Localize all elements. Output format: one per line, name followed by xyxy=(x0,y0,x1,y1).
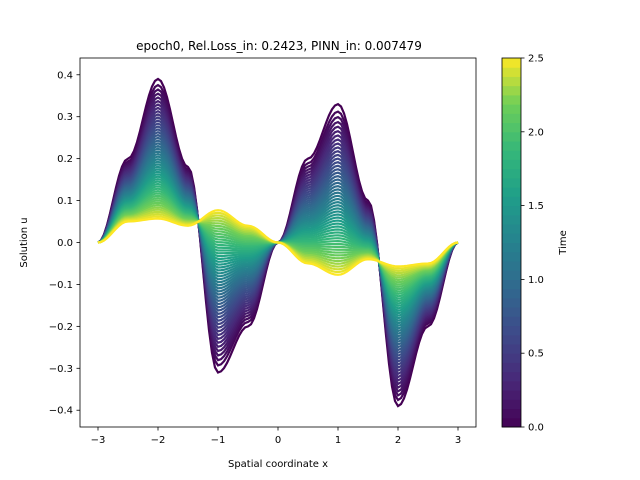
y-tick-label: 0.3 xyxy=(57,112,73,123)
colorbar-band xyxy=(502,251,521,262)
colorbar-band xyxy=(502,187,521,197)
plot-area: −3 −2 −1 0 1 2 3 −0.4 −0.3 −0.2 −0.1 0.0 0.1 0.2 0.3 0… xyxy=(49,57,477,446)
y-tick-label: −0.1 xyxy=(49,280,73,291)
series-line xyxy=(97,209,459,276)
y-tick-label: 0.1 xyxy=(57,196,73,207)
colorbar-band xyxy=(502,242,521,253)
colorbar-band xyxy=(502,205,521,216)
colorbar-band xyxy=(502,141,521,151)
colorbar-band xyxy=(502,113,521,124)
x-tick-label: −3 xyxy=(91,435,106,446)
x-axis-label: Spatial coordinate x xyxy=(228,459,328,470)
colorbar-band xyxy=(502,177,521,188)
colorbar-band xyxy=(502,408,521,419)
colorbar-tick-label: 2.0 xyxy=(528,127,544,138)
colorbar-band xyxy=(502,380,521,391)
colorbar-band xyxy=(502,353,521,363)
colorbar-tick-label: 1.0 xyxy=(528,275,544,286)
x-tick-label: 0 xyxy=(275,435,281,446)
colorbar-band xyxy=(502,417,521,428)
colorbar-band xyxy=(502,270,521,280)
colorbar-band xyxy=(502,362,521,373)
x-tick-label: −2 xyxy=(151,435,166,446)
colorbar-tick-label: 0.0 xyxy=(528,423,544,434)
colorbar-band xyxy=(502,104,521,114)
y-tick-label: −0.3 xyxy=(49,364,73,375)
colorbar-band xyxy=(502,168,521,179)
chart-title: epoch0, Rel.Loss_in: 0.2423, PINN_in: 0.… xyxy=(136,39,422,53)
y-axis-label: Solution u xyxy=(19,217,30,267)
colorbar-band xyxy=(502,76,521,87)
colorbar-band xyxy=(502,159,521,170)
colorbar-band xyxy=(502,371,521,382)
y-axis-ticks: −0.4 −0.3 −0.2 −0.1 0.0 0.1 0.2 0.3 0.4 xyxy=(49,70,80,417)
colorbar-band xyxy=(502,224,521,234)
y-tick-label: −0.2 xyxy=(49,322,73,333)
y-tick-label: 0.4 xyxy=(57,70,73,81)
colorbar-band xyxy=(502,390,521,400)
x-tick-label: 3 xyxy=(455,435,461,446)
colorbar-band xyxy=(502,260,521,271)
colorbar-band xyxy=(502,279,521,290)
colorbar-band xyxy=(502,297,521,308)
colorbar-band xyxy=(502,150,521,160)
x-axis-ticks: −3 −2 −1 0 1 2 3 xyxy=(91,427,461,446)
colorbar-band xyxy=(502,94,521,105)
colorbar-ticks: 0.0 0.5 1.0 1.5 2.0 2.5 xyxy=(521,54,544,434)
colorbar-band xyxy=(502,122,521,133)
x-tick-label: 1 xyxy=(335,435,341,446)
colorbar-band xyxy=(502,214,521,225)
colorbar-band xyxy=(502,334,521,345)
solution-curves xyxy=(97,77,459,408)
colorbar-band xyxy=(502,196,521,207)
colorbar-band xyxy=(502,307,521,317)
colorbar-band xyxy=(502,85,521,96)
colorbar-band xyxy=(502,316,521,327)
colorbar-band xyxy=(502,131,521,142)
colorbar-band xyxy=(502,58,521,68)
colorbar-frame xyxy=(501,57,522,428)
colorbar-band xyxy=(502,399,521,410)
colorbar-tick-label: 0.5 xyxy=(528,349,544,360)
colorbar-band xyxy=(502,288,521,299)
colorbar-bands xyxy=(502,58,521,428)
colorbar-band xyxy=(502,343,521,354)
colorbar-label: Time xyxy=(558,230,569,255)
colorbar-tick-label: 2.5 xyxy=(528,54,544,65)
x-tick-label: 2 xyxy=(395,435,401,446)
y-tick-label: 0.0 xyxy=(57,238,73,249)
colorbar-band xyxy=(502,325,521,336)
colorbar-band xyxy=(502,233,521,243)
y-tick-label: 0.2 xyxy=(57,154,73,165)
colorbar: 0.0 0.5 1.0 1.5 2.0 2.5 Time xyxy=(501,54,569,434)
x-tick-label: −1 xyxy=(211,435,226,446)
y-tick-label: −0.4 xyxy=(49,406,73,417)
colorbar-band xyxy=(502,67,521,77)
colorbar-tick-label: 1.5 xyxy=(528,201,544,212)
